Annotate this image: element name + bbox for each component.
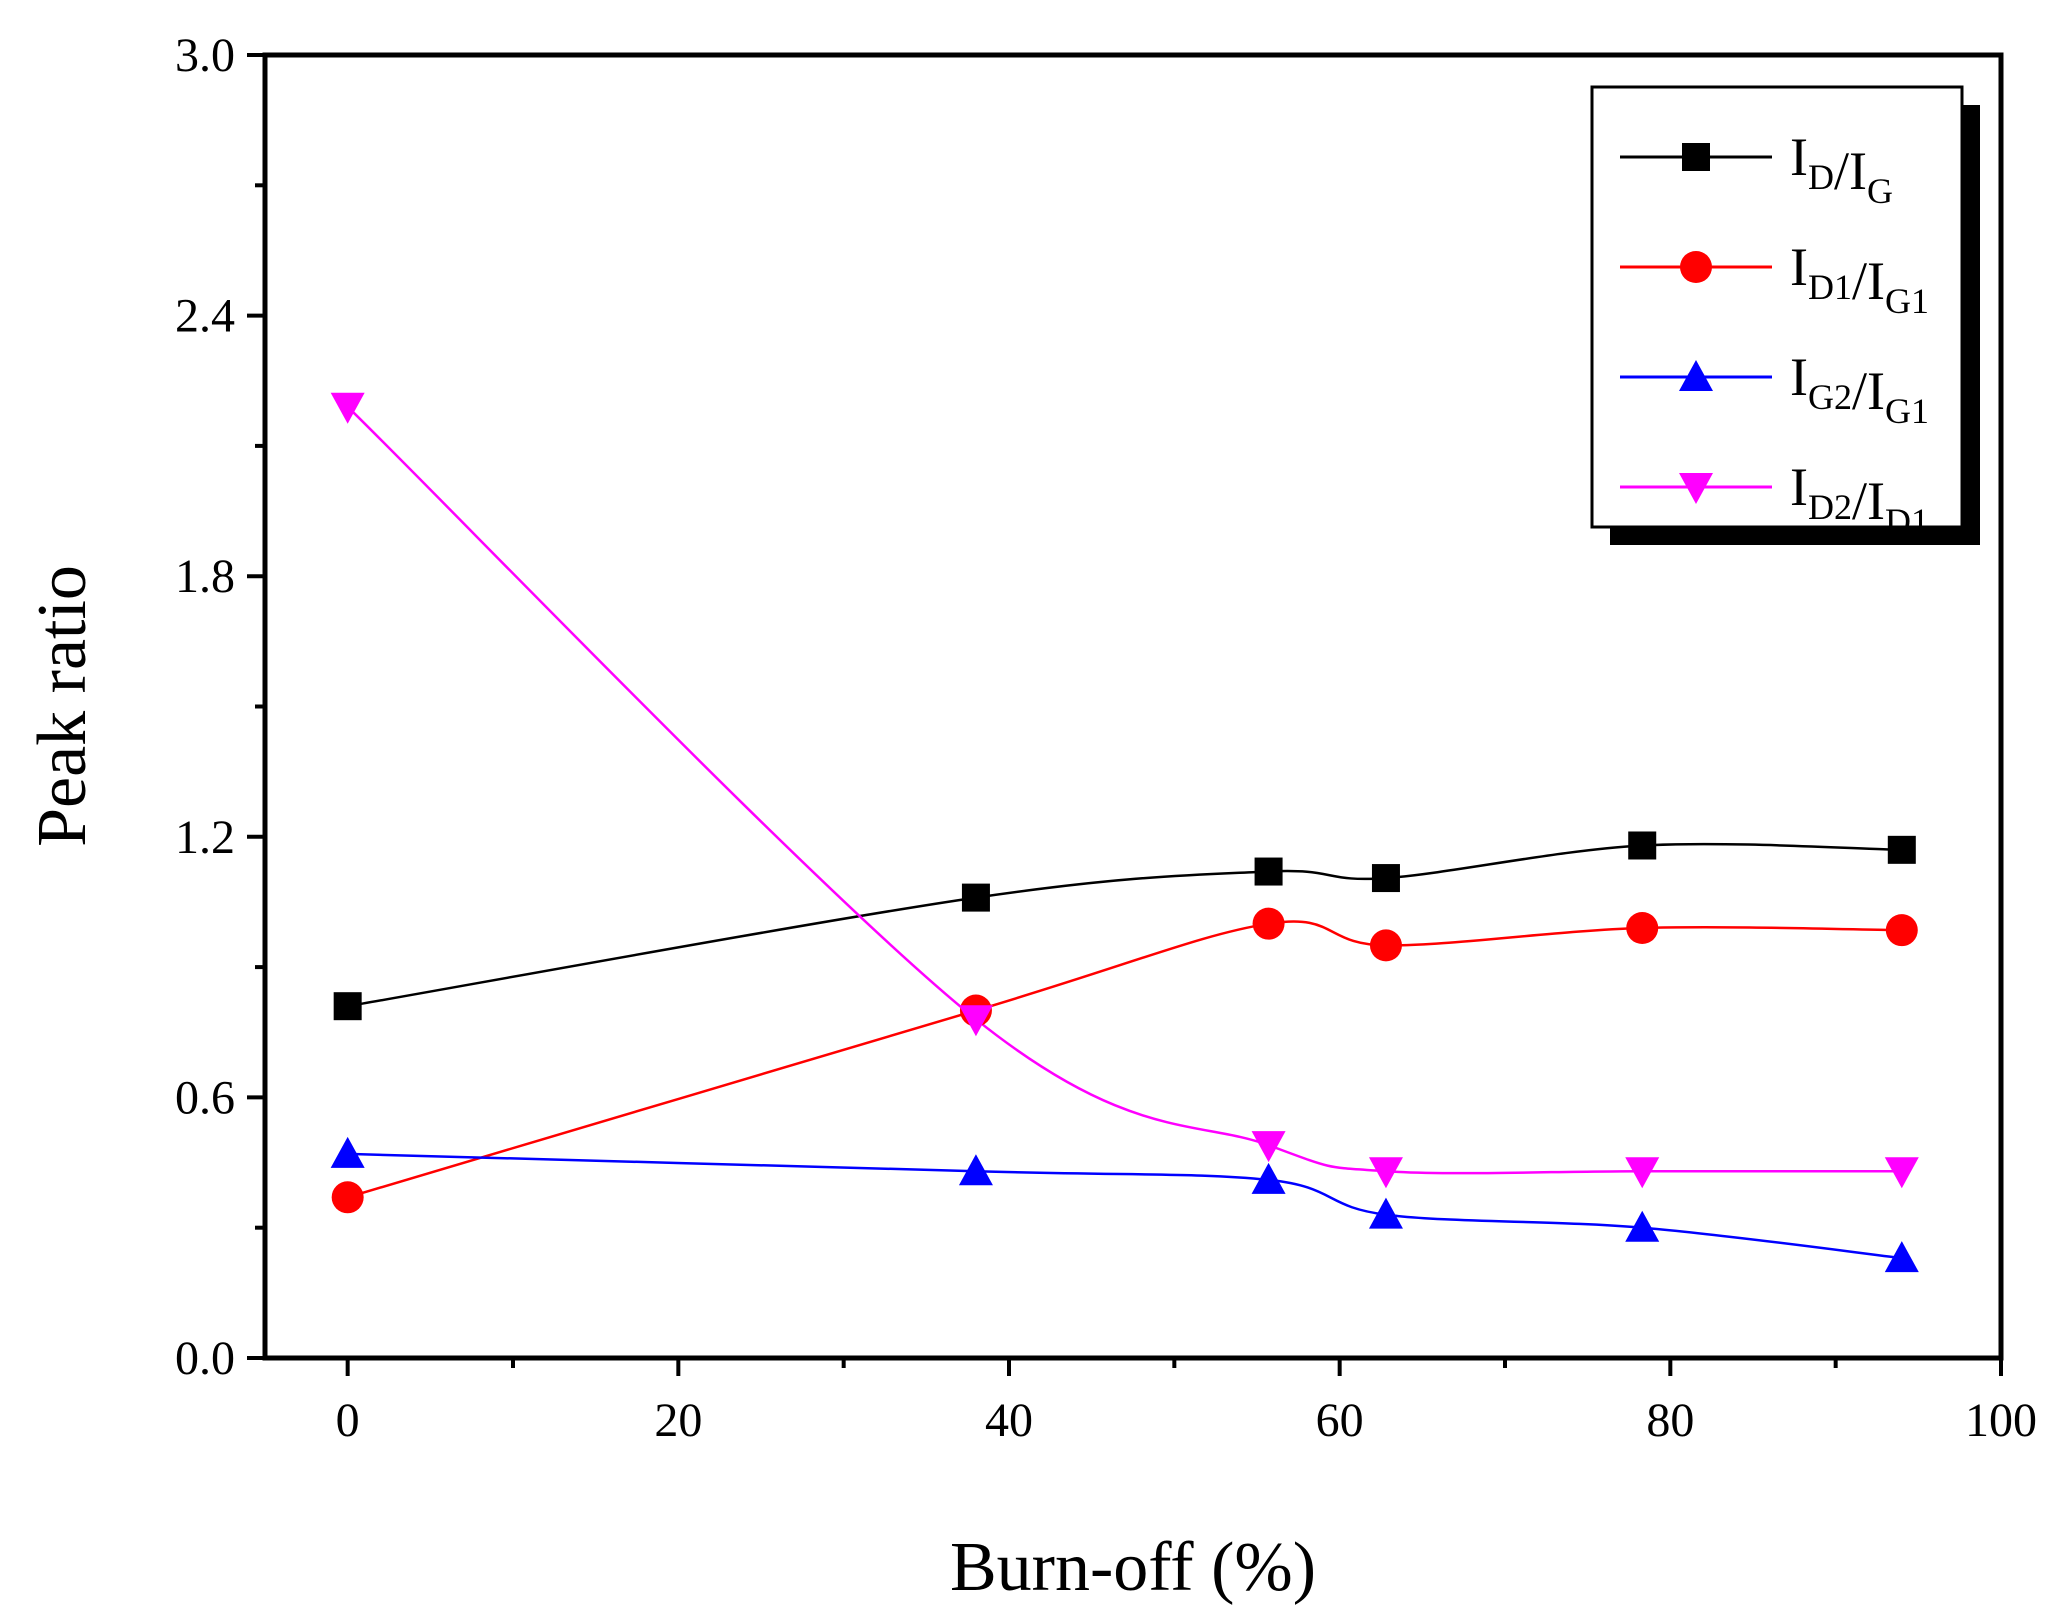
legend-marker-2 bbox=[1679, 360, 1713, 391]
series-line-2 bbox=[347, 1152, 1902, 1260]
data-point-3 bbox=[1884, 1157, 1919, 1189]
y-tick-label: 1.8 bbox=[175, 550, 235, 603]
y-tick-label: 0.6 bbox=[175, 1071, 235, 1124]
data-point-2 bbox=[330, 1136, 365, 1168]
data-point-2 bbox=[1368, 1197, 1403, 1229]
legend-label: ID1/IG1 bbox=[1790, 237, 1929, 321]
data-point-1 bbox=[1252, 907, 1285, 940]
plot-frame bbox=[262, 52, 2004, 1361]
data-point-3 bbox=[1368, 1157, 1403, 1189]
data-point-1 bbox=[1369, 929, 1402, 962]
legend-marker-3 bbox=[1679, 473, 1713, 504]
x-tick-label: 100 bbox=[1965, 1394, 2037, 1447]
data-point-1 bbox=[1885, 914, 1918, 947]
data-point-2 bbox=[1251, 1162, 1286, 1194]
y-tick-label: 1.2 bbox=[175, 811, 235, 864]
data-point-2 bbox=[958, 1154, 993, 1186]
data-point-0 bbox=[333, 992, 362, 1021]
series-markers bbox=[330, 392, 1919, 1273]
legend-label: ID/IG bbox=[1790, 127, 1893, 211]
x-tick-label: 80 bbox=[1646, 1394, 1694, 1447]
x-tick-label: 40 bbox=[985, 1394, 1033, 1447]
legend-label: ID2/ID1 bbox=[1790, 457, 1929, 541]
tick-labels: 0 20 40 60 80 100 0.0 0.6 1.2 1.8 2.4 3.0 bbox=[175, 29, 2037, 1447]
data-point-0 bbox=[1371, 864, 1400, 893]
x-tick-label: 20 bbox=[654, 1394, 702, 1447]
data-point-0 bbox=[1887, 835, 1916, 864]
y-tick-label: 3.0 bbox=[175, 29, 235, 82]
data-point-1 bbox=[1626, 912, 1659, 945]
x-axis-title: Burn-off (%) bbox=[950, 1529, 1316, 1606]
legend-label: IG2/IG1 bbox=[1790, 347, 1929, 431]
data-point-1 bbox=[331, 1181, 364, 1214]
y-tick-label: 0.0 bbox=[175, 1332, 235, 1385]
data-point-3 bbox=[958, 1005, 993, 1037]
data-point-3 bbox=[330, 392, 365, 424]
axis-ticks bbox=[247, 53, 2003, 1376]
legend-marker-0 bbox=[1682, 143, 1710, 171]
data-point-2 bbox=[1884, 1241, 1919, 1273]
legend-marker-1 bbox=[1680, 251, 1712, 283]
series-line-1 bbox=[347, 920, 1902, 1199]
legend-box bbox=[1590, 85, 1964, 529]
data-point-0 bbox=[1254, 857, 1283, 886]
y-tick-label: 2.4 bbox=[175, 290, 235, 343]
data-point-3 bbox=[1251, 1131, 1286, 1163]
data-point-3 bbox=[1625, 1157, 1660, 1189]
x-tick-label: 0 bbox=[336, 1394, 360, 1447]
x-tick-label: 60 bbox=[1316, 1394, 1364, 1447]
data-point-0 bbox=[1628, 831, 1657, 860]
legend: ID/IG ID1/IG1 IG2/IG1 ID2/ID1 bbox=[1590, 85, 1980, 545]
data-point-0 bbox=[961, 883, 990, 912]
y-axis-title: Peak ratio bbox=[24, 565, 101, 847]
data-point-2 bbox=[1625, 1210, 1660, 1242]
series-line-0 bbox=[347, 842, 1902, 1008]
